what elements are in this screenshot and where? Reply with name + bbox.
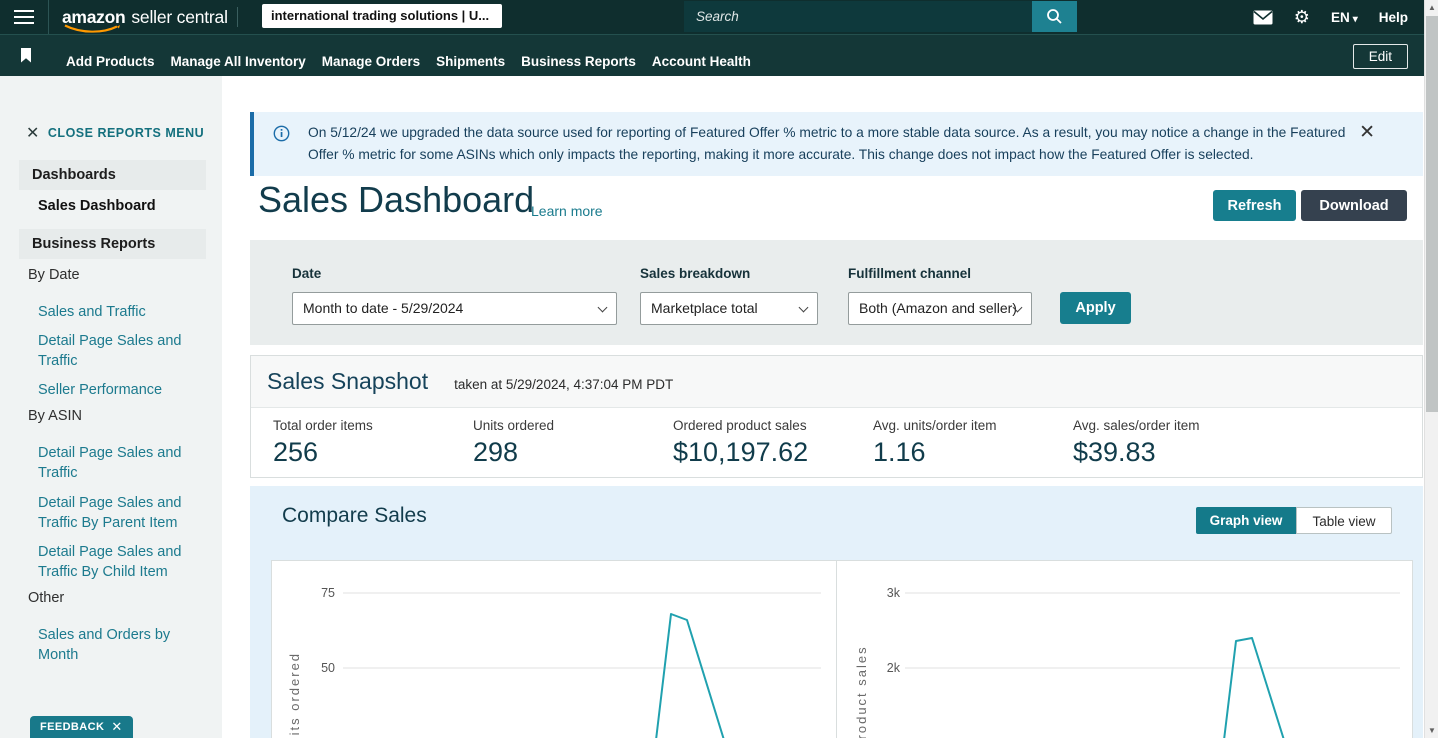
sidebar-item-sales-dashboard[interactable]: Sales Dashboard (38, 198, 156, 214)
download-button[interactable]: Download (1301, 190, 1407, 221)
sidebar-group-by-asin: By ASIN (28, 408, 82, 424)
hamburger-menu-icon[interactable] (14, 10, 34, 24)
language-selector[interactable]: EN ▾ (1330, 9, 1358, 25)
stat-ordered-product-sales: Ordered product sales $10,197.62 (673, 418, 809, 467)
stat-units-ordered: Units ordered 298 (473, 418, 555, 467)
account-selector[interactable]: international trading solutions | U... (262, 4, 502, 28)
svg-text:2k: 2k (887, 661, 901, 675)
sidebar-item-detail-page-parent-item[interactable]: Detail Page Sales and Traffic By Parent … (38, 495, 182, 531)
close-icon: ✕ (26, 125, 40, 142)
snapshot-timestamp: taken at 5/29/2024, 4:37:04 PM PDT (454, 376, 674, 392)
compare-sales-section: Compare Sales Graph view Table view 75 50… (250, 486, 1423, 738)
close-reports-menu[interactable]: ✕ CLOSE REPORTS MENU (26, 125, 205, 142)
amazon-seller-central-logo[interactable]: amazon seller central (62, 0, 228, 34)
chevron-down-icon (597, 302, 608, 313)
stat-avg-sales-per-order: Avg. sales/order item $39.83 (1073, 418, 1200, 467)
divider (48, 0, 49, 34)
svg-text:3k: 3k (887, 586, 901, 600)
date-filter-label: Date (292, 266, 322, 281)
date-select[interactable]: Month to date - 5/29/2024 (292, 292, 617, 325)
apply-button[interactable]: Apply (1060, 292, 1131, 324)
ordered-product-sales-chart: 3k 2k Ordered product sales (854, 586, 1400, 738)
sales-snapshot-panel: Sales Snapshot taken at 5/29/2024, 4:37:… (250, 355, 1423, 478)
chevron-down-icon (798, 302, 809, 313)
topbar-actions: ⚙ EN ▾ Help (1253, 0, 1408, 34)
search-bar (684, 1, 1077, 32)
info-banner: On 5/12/24 we upgraded the data source u… (250, 112, 1423, 176)
compare-sales-title: Compare Sales (282, 504, 427, 527)
chevron-down-icon: ▾ (1352, 13, 1358, 25)
refresh-button[interactable]: Refresh (1213, 190, 1296, 221)
seller-central-wordmark: seller central (131, 6, 228, 27)
fulfillment-channel-label: Fulfillment channel (848, 266, 972, 281)
close-icon: ✕ (111, 719, 123, 734)
fulfillment-channel-select[interactable]: Both (Amazon and seller) (848, 292, 1032, 325)
nav-item-add-products[interactable]: Add Products (66, 53, 155, 69)
scrollbar-thumb[interactable] (1426, 16, 1438, 412)
bookmark-icon[interactable] (20, 48, 32, 63)
graph-view-button[interactable]: Graph view (1196, 507, 1296, 534)
sales-snapshot-title: Sales Snapshot (267, 368, 429, 394)
main-content: On 5/12/24 we upgraded the data source u… (222, 76, 1424, 738)
svg-text:Units ordered: Units ordered (287, 652, 302, 738)
sidebar-item-sales-orders-by-month[interactable]: Sales and Orders by Month (38, 627, 171, 663)
units-ordered-chart-panel: 75 50 Units ordered (271, 560, 836, 738)
nav-item-business-reports[interactable]: Business Reports (521, 53, 636, 69)
feedback-button[interactable]: FEEDBACK ✕ (30, 716, 133, 738)
learn-more-link[interactable]: Learn more (531, 203, 603, 219)
sales-snapshot-header: Sales Snapshot taken at 5/29/2024, 4:37:… (251, 356, 1422, 408)
banner-message: On 5/12/24 we upgraded the data source u… (308, 125, 1346, 162)
sidebar-section-business-reports: Business Reports (19, 229, 206, 259)
svg-text:Ordered product sales: Ordered product sales (854, 645, 869, 738)
table-view-button[interactable]: Table view (1296, 507, 1392, 534)
sidebar-section-dashboards: Dashboards (19, 160, 206, 190)
search-input[interactable] (684, 1, 1032, 32)
info-icon (273, 125, 290, 142)
filters-panel: Date Sales breakdown Fulfillment channel… (250, 240, 1423, 345)
nav-item-manage-all-inventory[interactable]: Manage All Inventory (170, 53, 306, 69)
nav-item-shipments[interactable]: Shipments (436, 53, 506, 69)
search-button[interactable] (1032, 1, 1077, 32)
sidebar-item-seller-performance[interactable]: Seller Performance (38, 382, 163, 398)
divider (237, 7, 238, 27)
svg-text:75: 75 (321, 586, 335, 600)
sidebar-item-detail-page-child-item[interactable]: Detail Page Sales and Traffic By Child I… (38, 544, 182, 580)
scroll-down-icon[interactable]: ▼ (1428, 726, 1436, 735)
search-icon (1047, 9, 1062, 24)
units-ordered-chart: 75 50 Units ordered (287, 586, 821, 738)
sidebar-item-sales-and-traffic[interactable]: Sales and Traffic (38, 304, 146, 320)
reports-sidebar: ✕ CLOSE REPORTS MENU Dashboards Sales Da… (0, 76, 222, 738)
sales-breakdown-label: Sales breakdown (640, 266, 751, 281)
nav-items: Add Products Manage All Inventory Manage… (66, 35, 751, 77)
mail-icon[interactable] (1253, 10, 1273, 25)
scroll-up-icon[interactable]: ▲ (1428, 3, 1436, 12)
ordered-product-sales-chart-panel: 3k 2k Ordered product sales (836, 560, 1413, 738)
banner-close-icon[interactable]: ✕ (1359, 122, 1375, 143)
sidebar-item-detail-page-sales-traffic[interactable]: Detail Page Sales and Traffic (38, 333, 182, 369)
charts-row: 75 50 Units ordered 3k 2k Ordered product sa… (271, 560, 1413, 738)
main-nav-bar: Add Products Manage All Inventory Manage… (0, 34, 1438, 76)
top-bar: amazon seller central international trad… (0, 0, 1438, 34)
page-scrollbar[interactable]: ▲ ▼ (1424, 0, 1438, 738)
page-title: Sales Dashboard (258, 179, 535, 220)
gear-icon[interactable]: ⚙ (1293, 7, 1310, 27)
sidebar-group-other: Other (28, 590, 65, 606)
svg-text:50: 50 (321, 661, 335, 675)
stat-avg-units-per-order: Avg. units/order item 1.16 (873, 418, 997, 467)
nav-item-manage-orders[interactable]: Manage Orders (321, 53, 421, 69)
sidebar-group-by-date: By Date (28, 267, 80, 283)
help-link[interactable]: Help (1378, 9, 1408, 25)
edit-button[interactable]: Edit (1352, 44, 1408, 69)
nav-item-account-health[interactable]: Account Health (651, 53, 751, 69)
stat-total-order-items: Total order items 256 (273, 418, 373, 467)
sidebar-item-detail-page-sales-traffic-asin[interactable]: Detail Page Sales and Traffic (38, 445, 182, 481)
sales-breakdown-select[interactable]: Marketplace total (640, 292, 818, 325)
amazon-wordmark: amazon (62, 7, 126, 33)
amazon-smile-icon (64, 24, 120, 33)
